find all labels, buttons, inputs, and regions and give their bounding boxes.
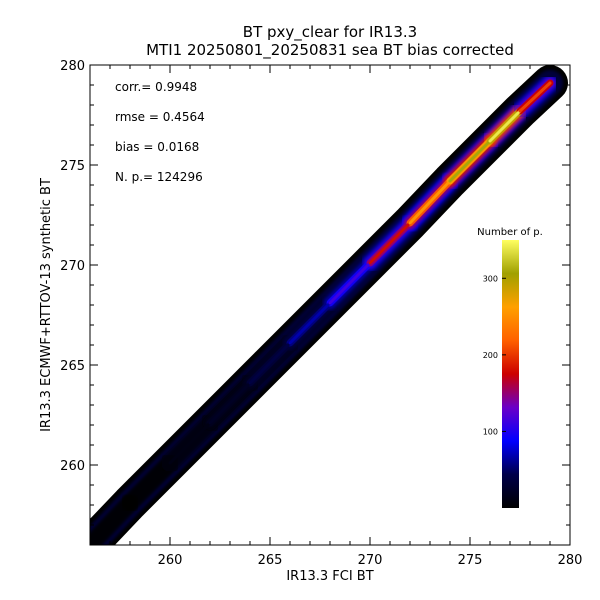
density-segment <box>121 454 179 512</box>
density-segment <box>328 261 372 305</box>
y-tick-label: 270 <box>60 259 85 274</box>
density-segment <box>448 139 492 183</box>
x-tick-label: 265 <box>258 553 283 568</box>
colorbar-ticks: 100 200 300 <box>483 274 506 436</box>
stat-annotation: corr.= 0.9948 <box>115 80 197 94</box>
colorbar-tick-label: 200 <box>483 351 498 360</box>
x-axis: 260 265 270 275 280 <box>109 65 583 568</box>
stat-annotation: rmse = 0.4564 <box>115 110 205 124</box>
y-tick-label: 260 <box>60 459 85 474</box>
density-segment <box>208 381 252 425</box>
colorbar: Number of p. 100 200 300 <box>477 227 543 508</box>
chart-subtitle: MTI1 20250801_20250831 sea BT bias corre… <box>146 41 514 60</box>
density-segment <box>248 341 292 385</box>
x-axis-label: IR13.3 FCI BT <box>286 569 373 584</box>
y-axis-label: IR13.3 ECMWF+RTTOV-13 synthetic BT <box>39 178 54 432</box>
statistics-annotations: corr.= 0.9948 rmse = 0.4564 bias = 0.0168 N… <box>115 80 205 184</box>
colorbar-title: Number of p. <box>477 227 543 238</box>
density-segment <box>168 421 212 465</box>
x-tick-label: 275 <box>458 553 483 568</box>
x-tick-label: 270 <box>358 553 383 568</box>
stat-annotation: N. p.= 124296 <box>115 170 203 184</box>
x-tick-label: 280 <box>558 553 583 568</box>
density-segment <box>408 179 452 225</box>
chart-title: BT pxy_clear for IR13.3 <box>243 23 417 42</box>
density-segment <box>90 494 139 545</box>
density-segment <box>288 301 332 345</box>
y-tick-label: 275 <box>60 159 85 174</box>
density-segment <box>368 221 412 265</box>
x-tick-label: 260 <box>158 553 183 568</box>
y-tick-label: 265 <box>60 359 85 374</box>
y-axis: 260 265 270 275 280 <box>60 59 570 526</box>
colorbar-tick-label: 300 <box>483 274 498 283</box>
density-segment <box>488 109 522 143</box>
density-cloud <box>90 65 568 545</box>
density-segment <box>518 81 552 113</box>
colorbar-gradient <box>502 240 519 508</box>
y-tick-label: 280 <box>60 59 85 74</box>
colorbar-tick-label: 100 <box>483 427 498 436</box>
stat-annotation: bias = 0.0168 <box>115 140 199 154</box>
